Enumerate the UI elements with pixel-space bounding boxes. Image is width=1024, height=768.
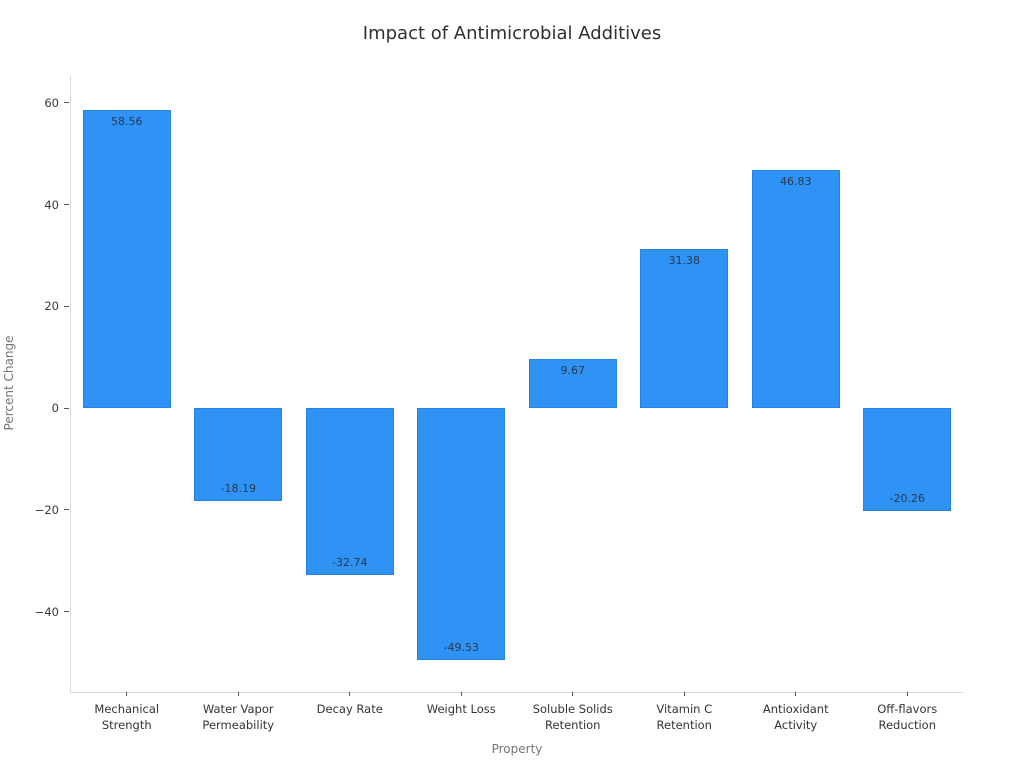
x-tick-label: Antioxidant Activity (762, 702, 829, 732)
y-tick-label: 40 (44, 197, 59, 212)
x-tick-mark (126, 692, 128, 696)
y-tick-label: 20 (44, 299, 59, 314)
bar (528, 358, 617, 409)
x-tick-mark (906, 692, 908, 696)
bar-value-label: -49.53 (443, 641, 479, 655)
y-tick-mark (64, 102, 69, 104)
x-tick-label: Water Vapor Permeability (202, 702, 275, 732)
bar-value-label: -32.74 (332, 555, 368, 569)
x-tick-mark (683, 692, 685, 696)
x-axis-line (70, 692, 963, 693)
bar (417, 408, 506, 661)
bar-value-label: -18.19 (220, 481, 256, 495)
y-tick-mark (64, 611, 69, 613)
bar (640, 248, 729, 409)
x-tick-label: Weight Loss (426, 702, 496, 716)
y-tick-label: 60 (44, 95, 59, 110)
y-tick-mark (64, 509, 69, 511)
y-tick-mark (64, 204, 69, 206)
chart-title: Impact of Antimicrobial Additives (362, 23, 662, 44)
x-tick-mark (349, 692, 351, 696)
x-tick-label: Off-flavors Reduction (877, 702, 938, 732)
y-tick-label: −40 (34, 604, 59, 619)
x-tick-mark (237, 692, 239, 696)
y-axis-line (70, 75, 71, 692)
x-tick-label: Mechanical Strength (94, 702, 160, 732)
bar-value-label: 9.67 (560, 363, 586, 377)
bar-value-label: 31.38 (668, 253, 701, 267)
y-tick-label: 0 (51, 401, 59, 416)
bar-value-label: 46.83 (780, 174, 812, 188)
bar (194, 408, 283, 501)
x-tick-mark (460, 692, 462, 696)
x-tick-mark (795, 692, 797, 696)
x-tick-label: Decay Rate (316, 702, 383, 716)
x-tick-label: Vitamin C Retention (656, 702, 713, 732)
bar-value-label: 58.56 (111, 115, 143, 129)
bar (82, 110, 171, 409)
bar (751, 169, 840, 409)
y-tick-label: −20 (34, 502, 59, 517)
x-tick-label: Soluble Solids Retention (532, 702, 613, 732)
x-axis-title: Property (491, 742, 543, 756)
x-tick-mark (572, 692, 574, 696)
bar (863, 408, 952, 512)
bar (305, 408, 394, 575)
y-tick-mark (64, 407, 69, 409)
plot-area: 60 40 20 0 −20 −40 Mechanical Strength Water V… (35, 75, 963, 732)
bar-value-label: -20.26 (889, 492, 925, 506)
y-tick-mark (64, 305, 69, 307)
